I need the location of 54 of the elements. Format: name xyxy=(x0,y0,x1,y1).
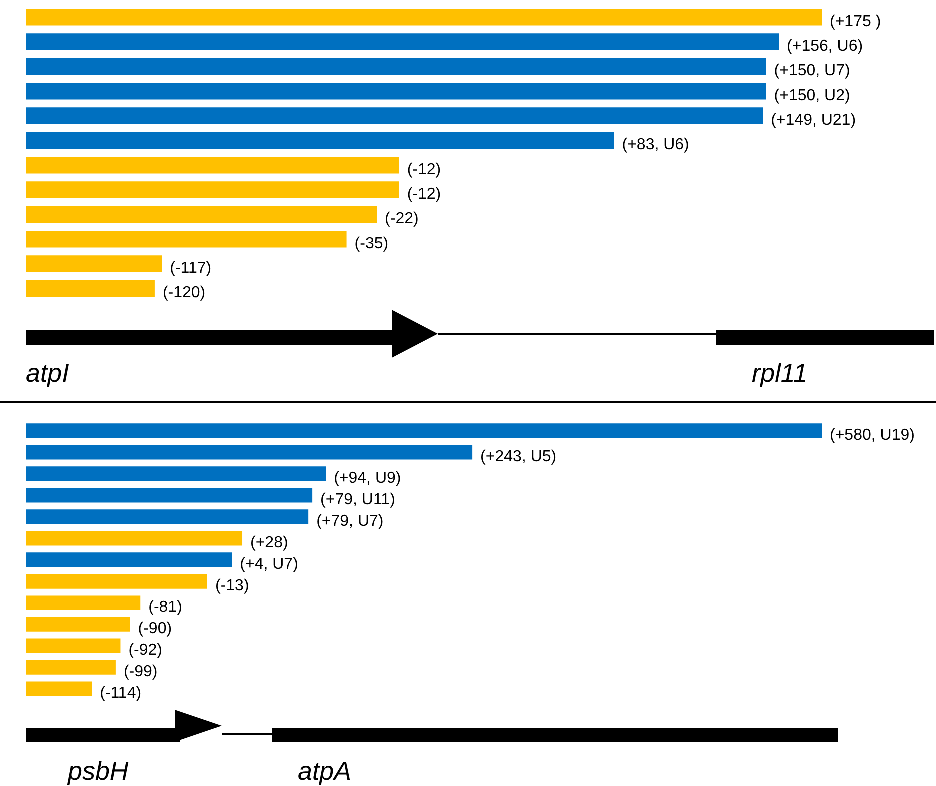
bar xyxy=(26,596,141,610)
annotation: (+243, U5) xyxy=(480,448,557,466)
bar xyxy=(26,108,764,124)
bar xyxy=(26,156,400,174)
bar xyxy=(26,132,614,150)
bar xyxy=(26,466,326,482)
bar xyxy=(26,58,766,76)
annotation: (-12) xyxy=(407,186,442,203)
bar xyxy=(26,206,378,224)
annotation: (-12) xyxy=(407,161,442,178)
bar xyxy=(26,552,232,568)
annotation: (+79, U7) xyxy=(316,512,384,530)
annotation: (+4, U7) xyxy=(240,556,298,573)
annotation: (-90) xyxy=(138,620,172,638)
annotation: (-81) xyxy=(148,599,182,616)
annotation: (-13) xyxy=(215,578,250,595)
annotation: (+79, U11) xyxy=(320,491,396,508)
annotation: (-120) xyxy=(162,284,206,302)
bar xyxy=(26,488,313,503)
bar xyxy=(26,660,116,675)
bar xyxy=(26,34,780,50)
annotation: (-99) xyxy=(124,664,158,681)
text: rpl11 xyxy=(752,358,808,388)
annotation: (-92) xyxy=(128,642,163,660)
bar xyxy=(26,574,208,589)
annotation: (+83, U6) xyxy=(622,136,690,154)
annotation: (+580, U19) xyxy=(830,426,915,444)
annotation: (+28) xyxy=(250,534,288,552)
annotation: (+150, U2) xyxy=(774,87,850,104)
bar xyxy=(26,424,822,438)
text: atpA xyxy=(298,756,352,786)
annotation: (-117) xyxy=(170,260,212,277)
bar xyxy=(26,531,243,546)
bar xyxy=(26,230,347,248)
bar xyxy=(26,280,155,298)
annotation: (+175 ) xyxy=(830,13,882,30)
bar xyxy=(26,445,473,460)
bar xyxy=(26,256,162,272)
bar xyxy=(26,182,400,198)
text: psbH xyxy=(68,756,129,786)
annotation: (+156, U6) xyxy=(787,38,864,56)
text: atpI xyxy=(26,358,70,388)
bar xyxy=(26,682,92,696)
annotation: (-22) xyxy=(385,210,419,228)
bar xyxy=(26,638,121,654)
bar xyxy=(26,8,822,26)
bar xyxy=(26,510,309,524)
annotation: (-114) xyxy=(100,685,142,702)
annotation: (-35) xyxy=(354,235,389,252)
annotation: (+149, U21) xyxy=(771,112,856,130)
bar xyxy=(26,82,766,100)
annotation: (+150, U7) xyxy=(774,62,850,80)
bar xyxy=(26,617,130,632)
annotation: (+94, U9) xyxy=(334,470,402,487)
